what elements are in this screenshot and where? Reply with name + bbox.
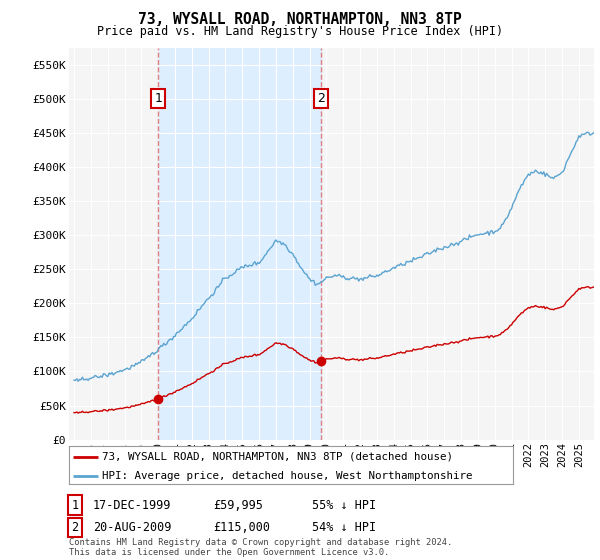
Text: 1: 1: [154, 92, 162, 105]
Text: 73, WYSALL ROAD, NORTHAMPTON, NN3 8TP (detached house): 73, WYSALL ROAD, NORTHAMPTON, NN3 8TP (d…: [102, 452, 454, 462]
Text: Price paid vs. HM Land Registry's House Price Index (HPI): Price paid vs. HM Land Registry's House …: [97, 25, 503, 38]
Text: 2: 2: [317, 92, 325, 105]
Text: HPI: Average price, detached house, West Northamptonshire: HPI: Average price, detached house, West…: [102, 471, 473, 481]
Text: 55% ↓ HPI: 55% ↓ HPI: [312, 498, 376, 512]
Bar: [158, 48, 321, 440]
Text: 73, WYSALL ROAD, NORTHAMPTON, NN3 8TP: 73, WYSALL ROAD, NORTHAMPTON, NN3 8TP: [138, 12, 462, 27]
Text: 2: 2: [71, 521, 79, 534]
Text: 17-DEC-1999: 17-DEC-1999: [93, 498, 172, 512]
Text: 20-AUG-2009: 20-AUG-2009: [93, 521, 172, 534]
Text: £59,995: £59,995: [213, 498, 263, 512]
Text: £115,000: £115,000: [213, 521, 270, 534]
Text: Contains HM Land Registry data © Crown copyright and database right 2024.
This d: Contains HM Land Registry data © Crown c…: [69, 538, 452, 557]
Text: 54% ↓ HPI: 54% ↓ HPI: [312, 521, 376, 534]
Text: 1: 1: [71, 498, 79, 512]
